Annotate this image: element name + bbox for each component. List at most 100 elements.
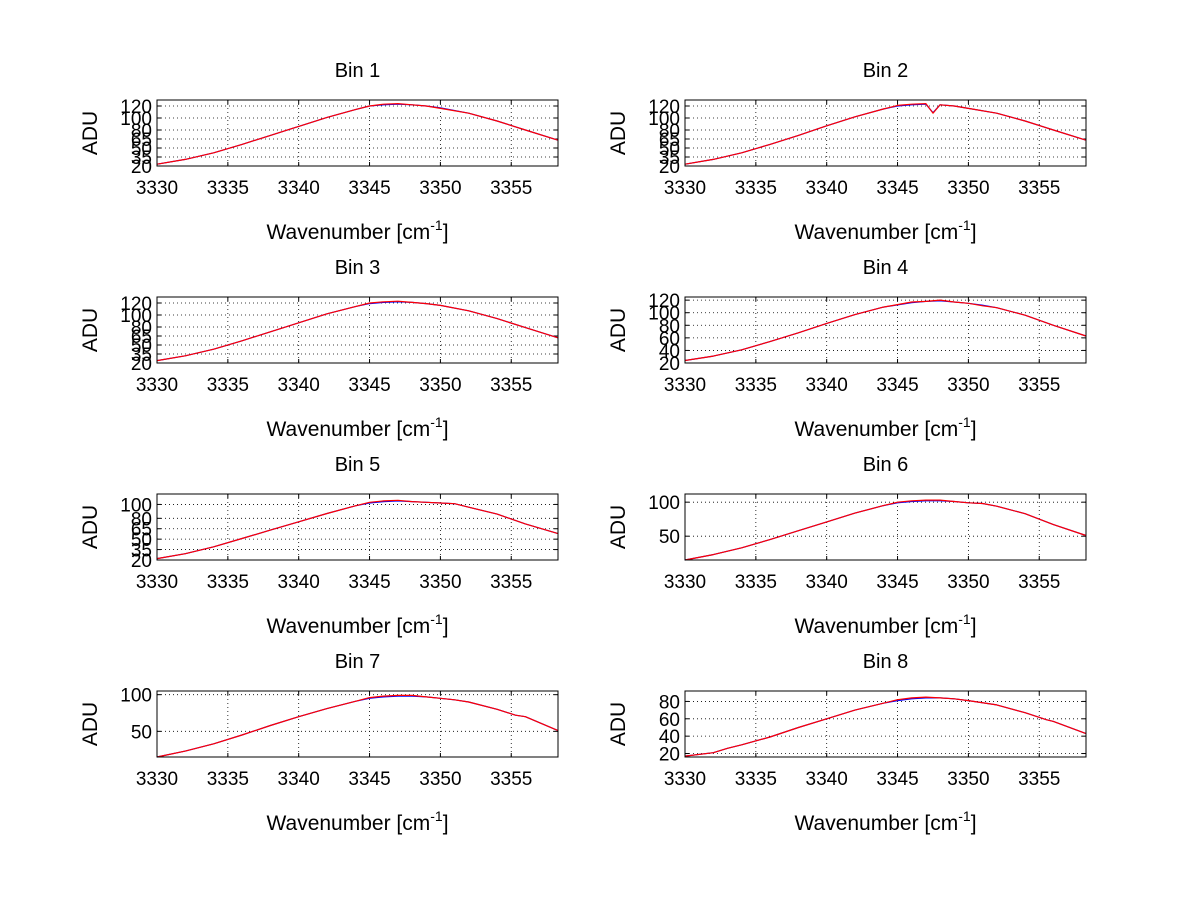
x-tick-label: 3355 — [490, 375, 532, 396]
x-axis-label-end: ] — [443, 812, 449, 835]
x-tick-label: 3340 — [806, 178, 848, 199]
plot-area — [685, 691, 1086, 757]
x-tick-label: 3345 — [876, 769, 918, 790]
x-axis-label-end: ] — [971, 221, 977, 244]
x-axis-label-main: Wavenumber [cm — [266, 418, 430, 441]
x-tick-label: 3335 — [207, 178, 249, 199]
axes-box — [156, 296, 559, 364]
y-tick-label: 100 — [120, 686, 152, 707]
x-axis-label: Wavenumber [cm-1] — [794, 414, 976, 441]
x-tick-label: 3340 — [278, 572, 320, 593]
x-tick-label: 3355 — [1018, 572, 1060, 593]
y-axis-label: ADU — [607, 702, 630, 746]
x-axis-label-superscript: -1 — [430, 414, 443, 430]
x-tick-label: 3355 — [1018, 769, 1060, 790]
axes-box — [684, 493, 1087, 561]
axes-box — [684, 296, 1087, 364]
x-axis-label-end: ] — [971, 812, 977, 835]
x-axis-label: Wavenumber [cm-1] — [266, 217, 448, 244]
x-axis-label-main: Wavenumber [cm — [266, 812, 430, 835]
y-tick-label: 100 — [648, 109, 680, 130]
x-tick-label: 3345 — [348, 178, 390, 199]
series-line-2 — [156, 499, 559, 560]
x-tick-label: 3335 — [207, 572, 249, 593]
x-axis-label-main: Wavenumber [cm — [794, 615, 958, 638]
x-tick-label: 3355 — [1018, 375, 1060, 396]
x-axis-label-main: Wavenumber [cm — [794, 812, 958, 835]
x-tick-label: 3345 — [876, 178, 918, 199]
series-line-2 — [684, 499, 1087, 561]
chart-title: Bin 4 — [863, 257, 909, 279]
series-line-2 — [684, 299, 1087, 362]
y-tick-label: 80 — [659, 692, 680, 713]
y-tick-label: 100 — [648, 493, 680, 514]
y-axis-label: ADU — [79, 505, 102, 549]
y-tick-label: 20 — [659, 157, 680, 178]
x-axis-label: Wavenumber [cm-1] — [266, 414, 448, 441]
chart-panel-2: 3330 3335 3340 3345 3350 3355 2035506580100120… — [607, 60, 1087, 244]
y-tick-label: 20 — [131, 157, 152, 178]
x-axis-label-main: Wavenumber [cm — [794, 418, 958, 441]
y-axis-label: ADU — [79, 702, 102, 746]
x-tick-label: 3345 — [348, 572, 390, 593]
y-tick-label: 35 — [131, 148, 152, 169]
x-axis-label-end: ] — [971, 418, 977, 441]
x-tick-label: 3340 — [278, 769, 320, 790]
x-tick-label: 3340 — [806, 572, 848, 593]
y-tick-label: 80 — [659, 316, 680, 337]
chart-title: Bin 3 — [335, 257, 381, 279]
chart-title: Bin 5 — [335, 454, 381, 476]
y-tick-label: 50 — [131, 530, 152, 551]
y-tick-label: 120 — [648, 291, 680, 312]
chart-title: Bin 2 — [863, 60, 909, 82]
y-tick-label: 40 — [659, 727, 680, 748]
y-tick-label: 35 — [131, 541, 152, 562]
y-tick-label: 50 — [659, 527, 680, 548]
x-tick-label: 3335 — [207, 769, 249, 790]
x-axis-label: Wavenumber [cm-1] — [266, 808, 448, 835]
y-tick-label: 120 — [648, 97, 680, 118]
x-tick-label: 3345 — [876, 375, 918, 396]
x-axis-label-superscript: -1 — [958, 217, 971, 233]
x-tick-label: 3355 — [490, 178, 532, 199]
x-axis-label-superscript: -1 — [958, 808, 971, 824]
y-tick-label: 100 — [120, 306, 152, 327]
x-tick-label: 3350 — [419, 572, 461, 593]
x-axis-label-superscript: -1 — [958, 414, 971, 430]
x-tick-label: 3335 — [735, 769, 777, 790]
x-tick-label: 3335 — [735, 375, 777, 396]
y-tick-label: 50 — [131, 722, 152, 743]
y-tick-label: 35 — [131, 345, 152, 366]
x-tick-label: 3330 — [136, 769, 178, 790]
axes-box — [156, 690, 559, 758]
x-axis-label: Wavenumber [cm-1] — [266, 611, 448, 638]
chart-panel-3: 3330 3335 3340 3345 3350 3355 2035506580100120… — [79, 257, 559, 441]
series-line-2 — [684, 696, 1087, 757]
x-axis-label-end: ] — [443, 615, 449, 638]
chart-panel-1: 3330 3335 3340 3345 3350 3355 2035506580100120… — [79, 60, 559, 244]
y-tick-label: 20 — [131, 354, 152, 375]
chart-panel-6: 3330 3335 3340 3345 3350 3355 50 100 Bin 6 Wavenu… — [607, 454, 1087, 638]
plot-area — [157, 494, 558, 560]
plot-area — [685, 100, 1086, 166]
series-line-2 — [156, 300, 559, 362]
series-line-2 — [156, 102, 559, 165]
chart-panel-7: 3330 3335 3340 3345 3350 3355 50 100 Bin 7 Wavenu… — [79, 651, 559, 835]
x-tick-label: 3335 — [735, 178, 777, 199]
x-tick-label: 3340 — [278, 375, 320, 396]
y-axis-label: ADU — [79, 308, 102, 352]
y-axis-label: ADU — [607, 505, 630, 549]
x-tick-label: 3350 — [947, 769, 989, 790]
y-axis-label: ADU — [79, 111, 102, 155]
x-axis-label-superscript: -1 — [958, 611, 971, 627]
x-tick-label: 3345 — [348, 375, 390, 396]
x-tick-label: 3340 — [278, 178, 320, 199]
plot-area — [157, 100, 558, 166]
x-tick-label: 3340 — [806, 375, 848, 396]
series-line-2 — [684, 102, 1087, 165]
y-tick-label: 20 — [131, 551, 152, 572]
x-tick-label: 3330 — [664, 178, 706, 199]
